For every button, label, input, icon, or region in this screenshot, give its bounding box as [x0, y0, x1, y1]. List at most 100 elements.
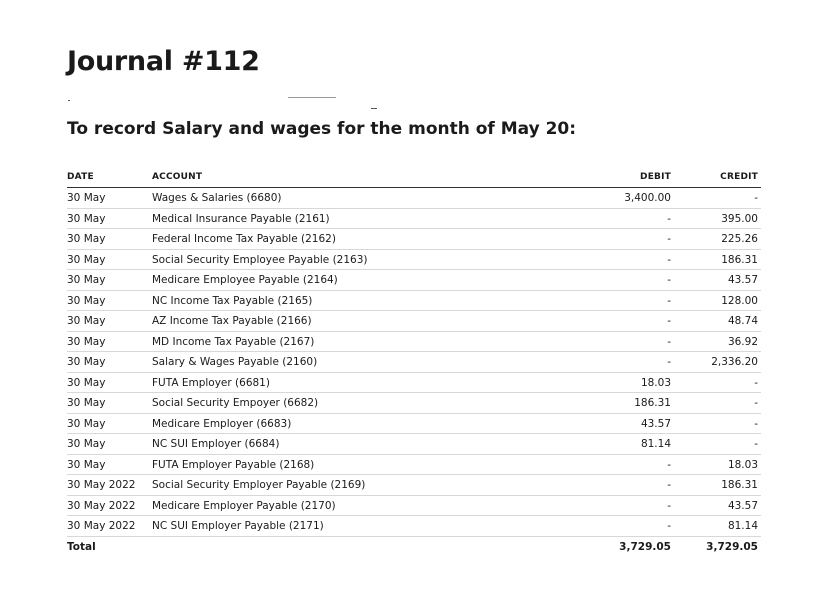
row-credit: 81.14 — [727, 520, 758, 532]
row-date: 30 May — [67, 417, 106, 430]
row-debit: - — [667, 253, 671, 266]
row-date: 30 May — [67, 458, 106, 471]
row-account: NC Income Tax Payable (2165) — [152, 294, 313, 307]
row-date: 30 May — [67, 253, 106, 266]
row-debit: - — [667, 479, 671, 491]
redaction-mark — [68, 100, 70, 101]
row-credit: - — [754, 417, 758, 430]
table-row: 30 May 2022 NC SUI Employer Payable (2171… — [67, 516, 761, 537]
row-account: NC SUI Employer (6684) — [152, 438, 280, 450]
table-row: 30 May 2022 Medicare Employer Payable (21… — [67, 496, 761, 516]
row-credit: - — [754, 438, 758, 450]
row-credit: 2,336.20 — [711, 356, 758, 368]
column-header-debit: DEBIT — [640, 172, 671, 182]
row-credit: 43.57 — [727, 499, 758, 512]
table-row: 30 May FUTA Employer Payable (2168) - 18.03 — [67, 455, 761, 475]
table-row: 30 May FUTA Employer (6681) 18.03 - — [67, 373, 761, 393]
row-credit: - — [754, 376, 758, 389]
row-debit: - — [667, 233, 671, 245]
row-date: 30 May — [67, 376, 106, 389]
row-debit: - — [667, 458, 671, 471]
table-row: 30 May MD Income Tax Payable (2167) - 36.92 — [67, 332, 761, 352]
journal-table: DATE ACCOUNT DEBIT CREDIT 30 May Wages & … — [67, 172, 761, 559]
column-header-date: DATE — [67, 172, 94, 182]
row-date: 30 May — [67, 233, 106, 245]
row-debit: 18.03 — [640, 376, 671, 389]
row-credit: - — [754, 192, 758, 204]
row-account: Social Security Empoyer (6682) — [152, 397, 319, 409]
row-credit: 186.31 — [721, 479, 758, 491]
table-row: 30 May 2022 Social Security Employer Paya… — [67, 475, 761, 496]
row-date: 30 May — [67, 438, 106, 450]
table-row: 30 May Social Security Empoyer (6682) 186.… — [67, 393, 761, 414]
row-date: 30 May — [67, 315, 106, 327]
table-header: DATE ACCOUNT DEBIT CREDIT — [67, 172, 761, 188]
row-debit: - — [667, 274, 671, 286]
row-debit: - — [667, 499, 671, 512]
row-debit: - — [667, 212, 671, 225]
row-credit: 225.26 — [721, 233, 758, 245]
row-account: Medicare Employer (6683) — [152, 417, 292, 430]
row-debit: - — [667, 335, 671, 348]
table-row: 30 May Medicare Employer (6683) 43.57 - — [67, 414, 761, 434]
row-debit: 186.31 — [634, 397, 671, 409]
row-date: 30 May 2022 — [67, 520, 136, 532]
row-debit: 43.57 — [640, 417, 671, 430]
row-date: 30 May — [67, 212, 106, 225]
row-debit: - — [667, 315, 671, 327]
column-header-account: ACCOUNT — [152, 172, 203, 182]
row-debit: 81.14 — [640, 438, 671, 450]
row-credit: 43.57 — [727, 274, 758, 286]
total-debit: 3,729.05 — [619, 540, 671, 553]
row-date: 30 May — [67, 397, 106, 409]
table-row: 30 May NC SUI Employer (6684) 81.14 - — [67, 434, 761, 455]
table-row: 30 May Salary & Wages Payable (2160) - 2,33… — [67, 352, 761, 373]
page-title: Journal #112 — [67, 46, 260, 77]
row-account: Social Security Employee Payable (2163) — [152, 253, 368, 266]
row-account: FUTA Employer Payable (2168) — [152, 458, 315, 471]
total-label: Total — [67, 540, 96, 553]
row-account: Medicare Employer Payable (2170) — [152, 499, 336, 512]
row-account: Federal Income Tax Payable (2162) — [152, 233, 336, 245]
redaction-mark — [288, 97, 336, 98]
row-credit: - — [754, 397, 758, 409]
table-row: 30 May Medicare Employee Payable (2164) - 4… — [67, 270, 761, 291]
row-date: 30 May 2022 — [67, 479, 136, 491]
row-account: MD Income Tax Payable (2167) — [152, 335, 315, 348]
journal-description: To record Salary and wages for the month… — [67, 119, 577, 139]
row-account: Medicare Employee Payable (2164) — [152, 274, 338, 286]
table-row: 30 May Medical Insurance Payable (2161) - 3… — [67, 209, 761, 229]
table-row: 30 May AZ Income Tax Payable (2166) - 48.74 — [67, 311, 761, 332]
row-credit: 48.74 — [727, 315, 758, 327]
row-date: 30 May — [67, 192, 106, 204]
table-row: 30 May Social Security Employee Payable (… — [67, 250, 761, 270]
row-credit: 18.03 — [727, 458, 758, 471]
table-row: 30 May NC Income Tax Payable (2165) - 128.0… — [67, 291, 761, 311]
row-account: Wages & Salaries (6680) — [152, 192, 282, 204]
row-date: 30 May — [67, 274, 106, 286]
column-header-credit: CREDIT — [720, 172, 758, 182]
row-account: FUTA Employer (6681) — [152, 376, 270, 389]
row-debit: 3,400.00 — [624, 192, 671, 204]
row-account: Social Security Employer Payable (2169) — [152, 479, 366, 491]
row-credit: 128.00 — [721, 294, 758, 307]
row-credit: 395.00 — [721, 212, 758, 225]
row-account: NC SUI Employer Payable (2171) — [152, 520, 324, 532]
row-debit: - — [667, 356, 671, 368]
row-date: 30 May — [67, 356, 106, 368]
redaction-mark — [371, 108, 377, 109]
table-row: 30 May Wages & Salaries (6680) 3,400.00 - — [67, 188, 761, 209]
row-debit: - — [667, 520, 671, 532]
total-credit: 3,729.05 — [706, 540, 758, 553]
row-date: 30 May 2022 — [67, 499, 136, 512]
row-account: Salary & Wages Payable (2160) — [152, 356, 318, 368]
row-credit: 186.31 — [721, 253, 758, 266]
table-row: 30 May Federal Income Tax Payable (2162) -… — [67, 229, 761, 250]
row-date: 30 May — [67, 335, 106, 348]
row-date: 30 May — [67, 294, 106, 307]
row-debit: - — [667, 294, 671, 307]
total-row: Total 3,729.05 3,729.05 — [67, 537, 761, 559]
row-account: Medical Insurance Payable (2161) — [152, 212, 330, 225]
row-credit: 36.92 — [727, 335, 758, 348]
row-account: AZ Income Tax Payable (2166) — [152, 315, 312, 327]
